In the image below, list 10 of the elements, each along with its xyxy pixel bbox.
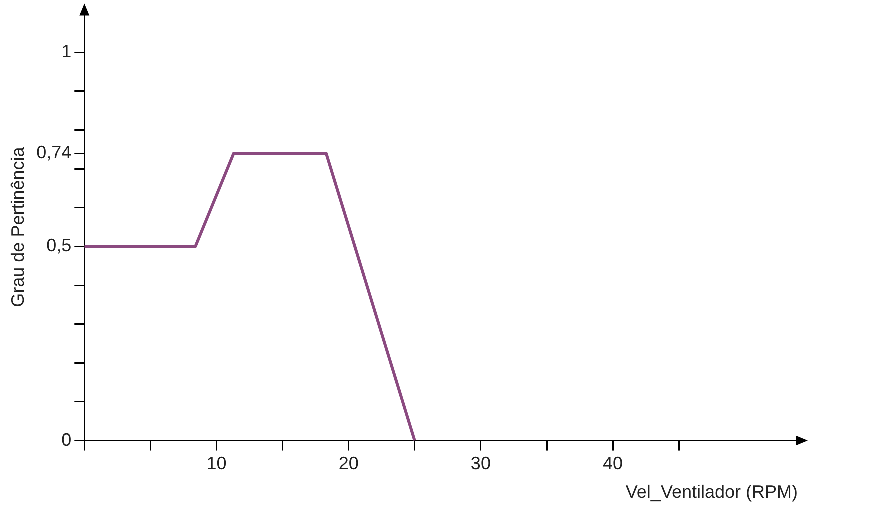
- y-tick-label: 0: [62, 430, 72, 450]
- x-tick-label: 30: [470, 454, 491, 474]
- x-tick-label: 40: [603, 454, 624, 474]
- y-tick-label: 1: [62, 42, 72, 62]
- y-tick-label: 0,5: [46, 236, 72, 256]
- x-tick-label: 10: [206, 454, 227, 474]
- x-tick-label: 20: [338, 454, 359, 474]
- x-axis-title: Vel_Ventilador (RPM): [626, 482, 798, 502]
- y-tick-label: 0,74: [36, 142, 72, 163]
- y-axis-title: Grau de Pertinência: [8, 146, 28, 308]
